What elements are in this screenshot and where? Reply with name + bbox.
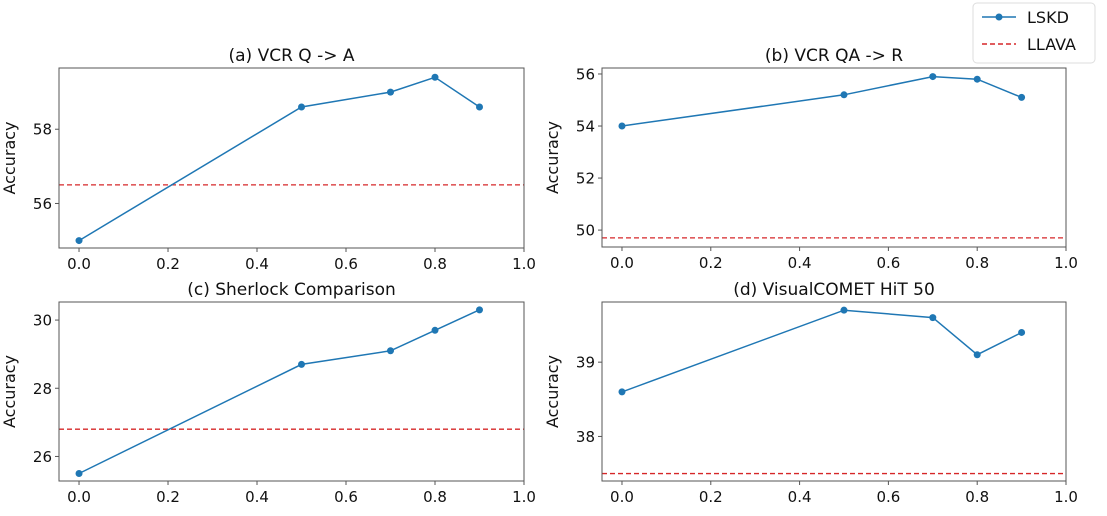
data-point [618,388,626,396]
data-point [431,326,439,334]
y-tick-label: 30 [33,312,52,330]
data-point [840,306,848,314]
data-point [75,469,83,477]
legend-label-lskd: LSKD [1027,8,1069,27]
y-tick-label: 28 [33,380,52,398]
x-tick-label: 0.8 [965,254,989,272]
y-tick-label: 54 [576,118,595,136]
data-point [298,103,306,111]
data-point [618,122,626,130]
data-point [929,73,937,81]
x-tick-label: 0.0 [67,255,91,273]
data-point [973,75,981,83]
chart-panel-1: (b) VCR QA -> R Accuracy 0.0 0.2 0.4 0.6 0.8 1.… [543,46,1078,272]
x-tick-label: 0.4 [788,488,812,506]
series-line-lskd [621,309,1022,393]
y-axis-label: Accuracy [543,355,562,428]
x-tick-label: 0.8 [423,255,447,273]
x-tick-label: 0.6 [334,255,358,273]
x-tick-label: 0.6 [334,488,358,506]
x-tick-label: 0.2 [699,488,723,506]
y-tick-label: 39 [576,354,595,372]
x-tick-label: 0.8 [423,488,447,506]
y-tick-label: 58 [33,121,52,139]
chart-title: (b) VCR QA -> R [765,46,903,66]
x-tick-label: 1.0 [1054,254,1078,272]
x-tick-label: 1.0 [1054,488,1078,506]
data-point [431,73,439,81]
x-tick-label: 0.4 [245,255,269,273]
x-tick-label: 0.2 [156,255,180,273]
series-line-lskd [621,75,1022,127]
data-point [387,88,395,96]
x-tick-label: 0.0 [610,254,634,272]
x-tick-label: 0.2 [699,254,723,272]
x-tick-label: 0.0 [610,488,634,506]
chart-panel-3: (d) VisualCOMET HiT 50 Accuracy 0.0 0.2 0.4 0… [543,280,1078,506]
x-tick-label: 0.2 [156,488,180,506]
data-point [973,351,981,359]
series-line-lskd [78,76,480,242]
y-axis-label: Accuracy [0,355,19,428]
series-line-lskd [78,309,480,475]
data-point [298,360,306,368]
axes-frame [601,301,1067,482]
data-point [476,103,484,111]
chart-title: (d) VisualCOMET HiT 50 [733,280,935,300]
x-tick-label: 0.4 [788,254,812,272]
y-tick-label: 26 [33,448,52,466]
x-tick-label: 1.0 [512,488,536,506]
x-tick-label: 1.0 [512,255,536,273]
legend-frame [972,2,1096,64]
axes-frame [601,67,1067,248]
y-tick-label: 50 [576,222,595,240]
chart-title: (a) VCR Q -> A [229,46,355,66]
legend-label-llava: LLAVA [1027,35,1076,54]
data-point [1018,328,1026,336]
chart-panel-2: (c) Sherlock Comparison Accuracy 0.0 0.2 0.4… [0,280,536,506]
data-point [929,314,937,322]
axes-frame [58,301,525,482]
chart-title: (c) Sherlock Comparison [187,280,396,300]
y-axis-label: Accuracy [543,121,562,194]
x-tick-label: 0.8 [965,488,989,506]
y-tick-label: 56 [33,195,52,213]
chart-panel-0: (a) VCR Q -> A Accuracy 0.0 0.2 0.4 0.6 0.8 1.0… [0,46,536,273]
data-point [1018,93,1026,101]
y-axis-label: Accuracy [0,121,19,194]
y-tick-label: 38 [576,428,595,446]
data-point [476,306,484,314]
y-tick-label: 52 [576,170,595,188]
y-tick-label: 56 [576,65,595,83]
data-point [75,237,83,245]
legend-lskd-marker-icon [995,13,1003,21]
x-tick-label: 0.6 [876,254,900,272]
axes-frame [58,67,525,249]
data-point [387,347,395,355]
data-point [840,91,848,99]
x-tick-label: 0.6 [876,488,900,506]
x-tick-label: 0.4 [245,488,269,506]
x-tick-label: 0.0 [67,488,91,506]
legend: LSKD LLAVA [972,2,1096,64]
